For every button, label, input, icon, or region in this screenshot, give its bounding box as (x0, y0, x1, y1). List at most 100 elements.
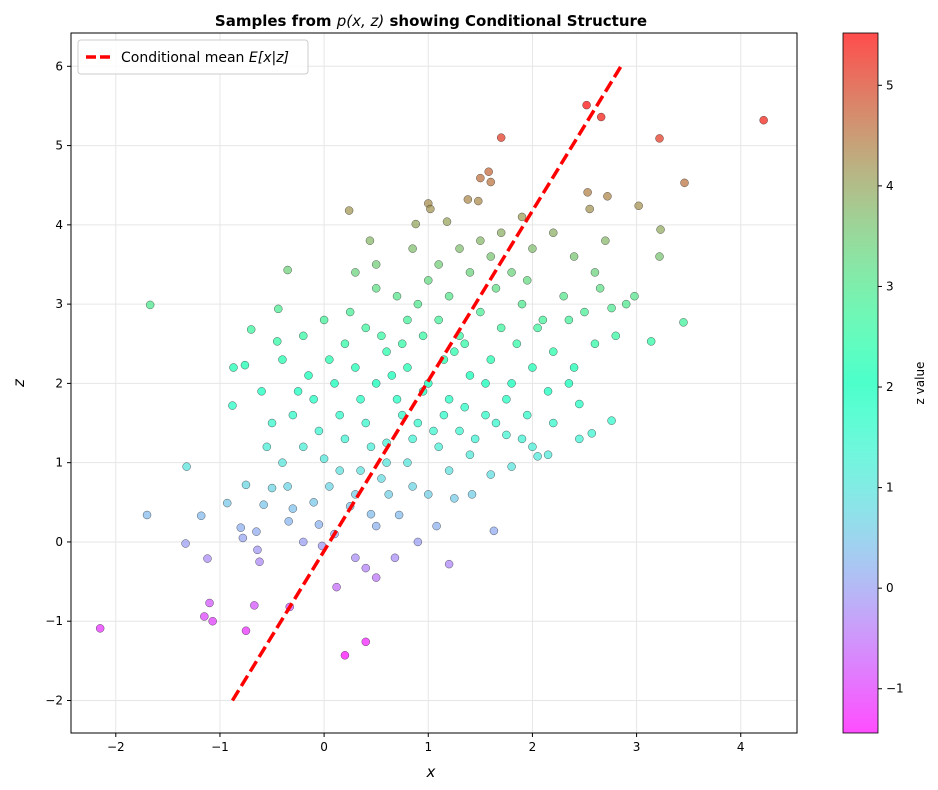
data-point (394, 510, 404, 520)
data-point (309, 395, 318, 404)
colorbar-label: z value (913, 362, 927, 405)
data-point (603, 192, 612, 201)
data-point (382, 347, 391, 356)
data-point (434, 315, 443, 325)
data-point (580, 307, 589, 317)
y-axis-label: z (10, 378, 28, 388)
data-point (621, 299, 631, 309)
data-point (252, 527, 261, 536)
data-point (432, 521, 441, 531)
data-point (299, 331, 308, 341)
data-point (434, 260, 443, 269)
y-tick-label: 1 (55, 456, 63, 470)
data-point (240, 360, 250, 370)
data-point (465, 268, 475, 277)
axis-ticks: −2 −1 0 1 2 3 4 −2 −1 0 1 2 3 4 5 6 (45, 59, 744, 754)
colorbar-ticks: −1 0 1 2 3 4 5 (878, 78, 904, 696)
data-point (442, 217, 452, 226)
data-point (486, 470, 496, 479)
data-point (335, 466, 344, 475)
data-point (366, 442, 376, 452)
data-point (366, 509, 376, 519)
data-point (450, 494, 459, 503)
data-point (319, 454, 329, 463)
data-point (283, 482, 292, 491)
data-point (496, 228, 506, 238)
data-point (460, 402, 469, 412)
data-point (549, 228, 558, 238)
data-point (345, 307, 355, 317)
data-point (575, 399, 584, 409)
data-point (522, 410, 532, 420)
colorbar (842, 32, 879, 734)
data-point (517, 212, 527, 222)
data-point (283, 265, 292, 275)
data-point (382, 458, 391, 467)
data-point (502, 430, 511, 440)
data-point (496, 133, 506, 142)
data-point (512, 339, 522, 349)
data-point (361, 418, 371, 428)
data-point (408, 482, 417, 491)
y-tick-label: 2 (55, 376, 63, 390)
data-point (304, 371, 313, 380)
data-point (465, 450, 475, 459)
y-tick-label: 6 (55, 59, 63, 73)
data-point (259, 500, 268, 509)
x-tick-label: −1 (211, 740, 229, 754)
data-point (361, 323, 371, 333)
data-point (403, 315, 412, 325)
data-point (288, 410, 298, 420)
data-point (486, 177, 496, 187)
data-point (228, 401, 237, 410)
data-point (496, 323, 506, 333)
data-point (543, 387, 553, 396)
data-point (262, 442, 272, 452)
data-point (559, 291, 568, 301)
colorbar-tick-label: 2 (886, 380, 894, 394)
data-point (590, 339, 600, 349)
data-point (241, 626, 251, 635)
data-point (444, 466, 454, 475)
data-point (507, 379, 516, 388)
data-point (255, 557, 264, 567)
data-point (408, 434, 417, 444)
data-point (319, 315, 329, 325)
data-point (601, 236, 610, 245)
data-point (491, 418, 501, 428)
data-point (522, 276, 532, 285)
data-point (361, 637, 371, 647)
y-tick-label: −2 (45, 693, 63, 707)
data-point (314, 426, 324, 436)
data-point (377, 331, 386, 341)
data-point (340, 434, 350, 444)
colorbar-tick-label: 1 (886, 481, 894, 495)
data-point (288, 504, 298, 513)
data-point (332, 582, 341, 592)
data-point (439, 410, 449, 420)
data-point (517, 299, 527, 309)
data-point (229, 363, 238, 372)
chart-title: Samples from p(x, z) showing Conditional… (215, 12, 647, 30)
data-point (538, 315, 548, 325)
data-point (528, 442, 537, 452)
data-point (365, 236, 375, 245)
data-point (403, 458, 412, 467)
data-point (408, 244, 417, 253)
data-point (222, 498, 232, 508)
data-point (397, 339, 407, 349)
data-point (590, 268, 600, 277)
data-point (460, 339, 469, 349)
data-point (476, 173, 485, 183)
data-point (474, 196, 483, 206)
x-tick-label: 0 (320, 740, 328, 754)
data-point (549, 347, 558, 356)
data-point (351, 553, 360, 563)
data-point (208, 616, 217, 626)
colorbar-tick-label: 5 (886, 78, 894, 92)
data-point (236, 523, 246, 532)
data-point (528, 244, 537, 253)
data-point (582, 100, 591, 110)
data-point (463, 195, 473, 204)
data-point (142, 510, 152, 520)
